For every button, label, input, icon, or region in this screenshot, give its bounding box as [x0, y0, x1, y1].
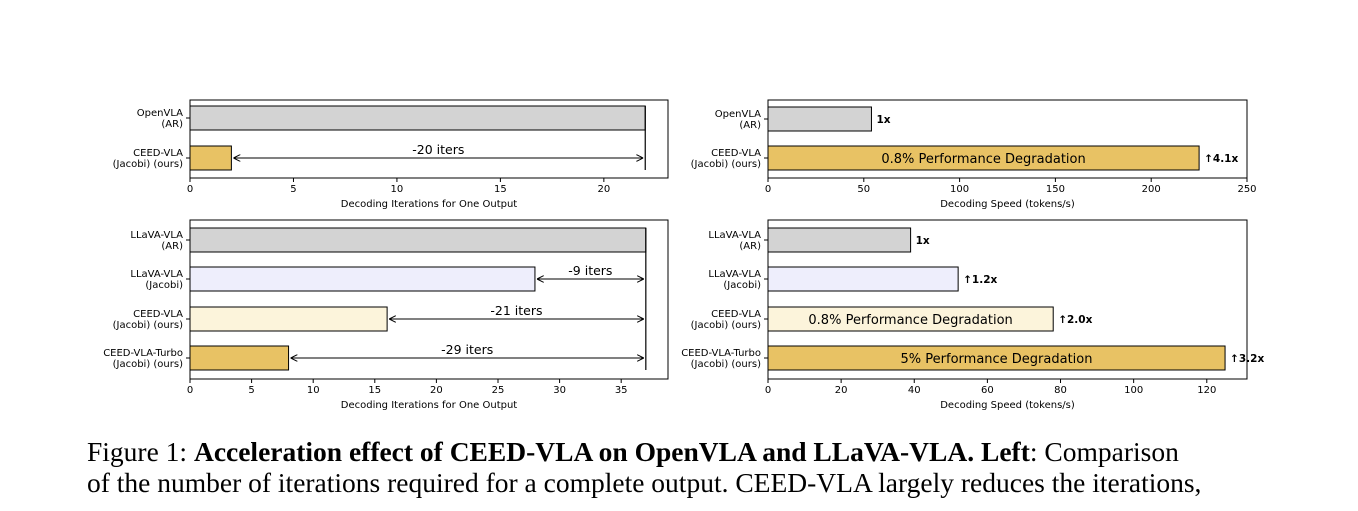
x-axis-label: Decoding Iterations for One Output	[341, 199, 518, 210]
category-label: (Jacobi) (ours)	[691, 159, 761, 170]
value-label: ↑4.1x	[1204, 153, 1238, 165]
bar	[767, 345, 1226, 371]
x-tick-label: 15	[368, 385, 381, 396]
bar	[767, 227, 912, 253]
axes-frame	[767, 219, 1248, 380]
category-label: CEED-VLA	[711, 148, 761, 159]
difference-label: -20 iters	[412, 142, 464, 157]
caption-title: Acceleration effect of CEED-VLA on OpenV…	[193, 436, 975, 467]
bar	[189, 306, 388, 332]
chart-speed_openvla: OpenVLA(AR) 1x CEED-VLA(Jacobi) (ours) ↑4.1…	[691, 99, 1257, 210]
value-label: 1x	[876, 114, 890, 126]
x-tick-label: 25	[492, 385, 505, 396]
x-tick-label: 20	[835, 385, 848, 396]
x-tick-label: 0	[187, 184, 193, 195]
chart-iters_openvla: OpenVLA(AR) CEED-VLA(Jacobi) (ours) -20 it…	[113, 99, 669, 210]
bar	[189, 345, 290, 371]
x-tick-label: 250	[1237, 184, 1256, 195]
x-tick-label: 50	[857, 184, 870, 195]
category-label: CEED-VLA	[133, 309, 183, 320]
caption-line-2: of the number of iterations required for…	[87, 467, 1202, 498]
bar	[767, 306, 1054, 332]
figure-caption: Figure 1: Acceleration effect of CEED-VL…	[87, 436, 1287, 498]
x-tick-label: 200	[1142, 184, 1161, 195]
x-tick-label: 0	[187, 385, 193, 396]
x-axis-label: Decoding Speed (tokens/s)	[940, 199, 1075, 210]
x-tick-label: 0	[765, 184, 771, 195]
category-label: LLaVA-VLA	[708, 230, 761, 241]
bar-inner-label: 5% Performance Degradation	[901, 352, 1093, 367]
category-label: (AR)	[161, 119, 183, 130]
x-tick-label: 100	[950, 184, 969, 195]
x-tick-label: 30	[553, 385, 566, 396]
x-tick-label: 5	[248, 385, 254, 396]
value-label: ↑2.0x	[1058, 314, 1092, 326]
category-label: CEED-VLA-Turbo	[103, 348, 183, 359]
category-label: (Jacobi) (ours)	[691, 359, 761, 370]
x-tick-label: 10	[307, 385, 320, 396]
bar	[767, 145, 1200, 171]
x-axis-label: Decoding Iterations for One Output	[341, 400, 518, 411]
x-tick-label: 0	[765, 385, 771, 396]
category-label: (Jacobi) (ours)	[691, 320, 761, 331]
category-label: CEED-VLA	[711, 309, 761, 320]
x-tick-label: 20	[430, 385, 443, 396]
x-tick-label: 150	[1046, 184, 1065, 195]
category-label: (AR)	[161, 241, 183, 252]
bar-inner-label: 0.8% Performance Degradation	[808, 313, 1012, 328]
x-tick-label: 60	[981, 385, 994, 396]
category-label: LLaVA-VLA	[130, 269, 183, 280]
category-label: (Jacobi) (ours)	[113, 359, 183, 370]
value-label: ↑1.2x	[963, 274, 997, 286]
value-label: 1x	[916, 235, 930, 247]
x-tick-label: 15	[494, 184, 507, 195]
category-label: (AR)	[739, 241, 761, 252]
category-label: OpenVLA	[137, 108, 183, 119]
bar	[189, 227, 647, 253]
caption-line-1: Figure 1: Acceleration effect of CEED-VL…	[87, 436, 1287, 467]
category-label: CEED-VLA	[133, 148, 183, 159]
x-tick-label: 120	[1197, 385, 1216, 396]
category-label: (Jacobi)	[145, 280, 183, 291]
chart-iters_llava: LLaVA-VLA(AR)LLaVA-VLA(Jacobi)CEED-VLA(J…	[103, 219, 669, 411]
difference-label: -9 iters	[568, 263, 612, 278]
difference-label: -21 iters	[490, 303, 542, 318]
bar	[767, 266, 959, 292]
category-label: LLaVA-VLA	[708, 269, 761, 280]
category-label: (Jacobi)	[723, 280, 761, 291]
difference-label: -29 iters	[441, 342, 493, 357]
x-tick-label: 20	[597, 184, 610, 195]
category-label: LLaVA-VLA	[130, 230, 183, 241]
bar	[767, 106, 872, 132]
bar-inner-label: 0.8% Performance Degradation	[881, 152, 1085, 167]
x-tick-label: 100	[1124, 385, 1143, 396]
category-label: OpenVLA	[715, 109, 761, 120]
caption-prefix: Figure 1:	[87, 436, 194, 467]
bar	[189, 105, 646, 131]
axes-frame	[189, 99, 669, 179]
category-label: (Jacobi) (ours)	[113, 320, 183, 331]
x-tick-label: 10	[391, 184, 404, 195]
caption-line1-rest: : Comparison	[1029, 436, 1179, 467]
category-label: (Jacobi) (ours)	[113, 159, 183, 170]
category-label: CEED-VLA-Turbo	[681, 348, 761, 359]
figure-charts: OpenVLA(AR)CEED-VLA(Jacobi) (ours)-20 it…	[103, 99, 1264, 411]
category-label: (AR)	[739, 120, 761, 131]
axes-frame	[189, 219, 669, 380]
bar	[189, 145, 232, 171]
x-tick-label: 5	[290, 184, 296, 195]
caption-left-label: Left	[981, 436, 1030, 467]
x-tick-label: 80	[1054, 385, 1067, 396]
x-axis-label: Decoding Speed (tokens/s)	[940, 400, 1075, 411]
axes-frame	[767, 99, 1248, 179]
bar	[189, 266, 536, 292]
x-tick-label: 35	[615, 385, 628, 396]
x-tick-label: 40	[908, 385, 921, 396]
